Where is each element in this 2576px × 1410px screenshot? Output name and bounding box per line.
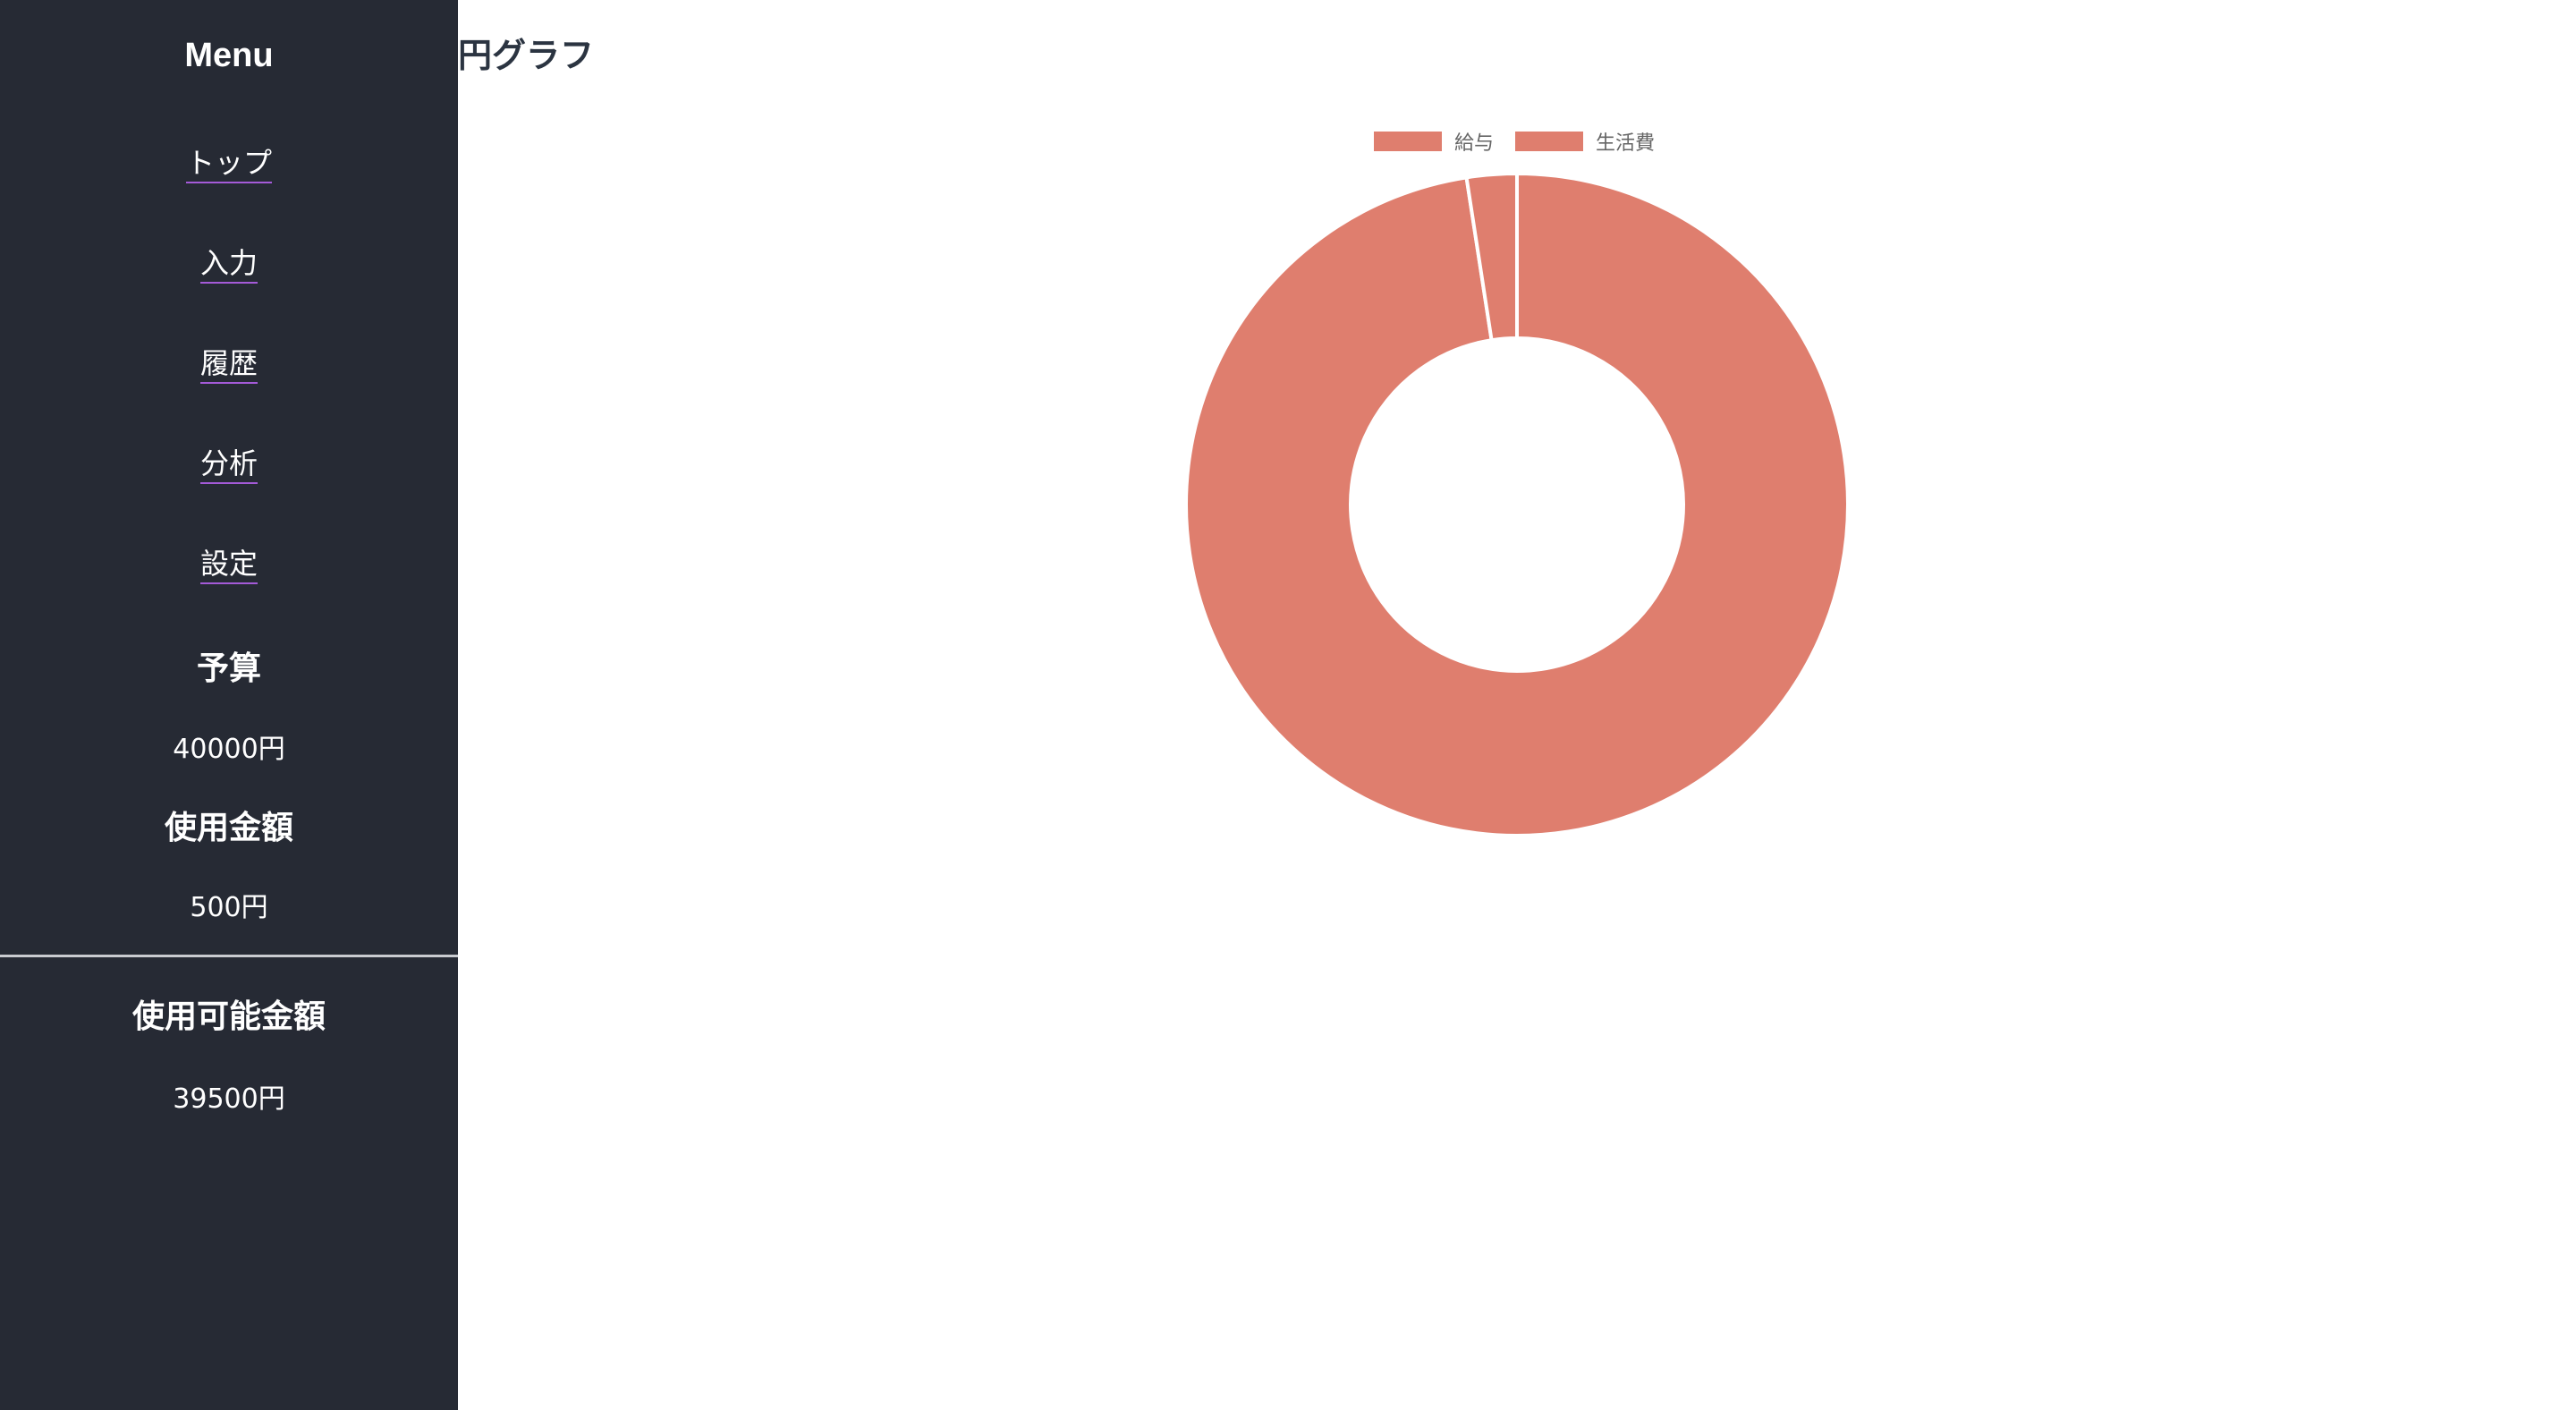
nav-item-input[interactable]: 入力 <box>0 236 458 290</box>
nav-item-label: トップ <box>185 146 272 183</box>
legend-label: 生活費 <box>1596 132 1656 155</box>
budget-value: 40000円 <box>173 734 285 765</box>
legend-item[interactable]: 給与 <box>1374 127 1494 156</box>
nav-item-analysis[interactable]: 分析 <box>0 437 458 490</box>
nav-item-label: 履歴 <box>199 346 258 384</box>
sidebar-divider <box>0 955 458 957</box>
sidebar: Menu トップ 入力 履歴 分析 設定 予算 40000円 使用金額 500円… <box>0 0 458 1410</box>
available-value: 39500円 <box>173 1083 285 1115</box>
nav-item-history[interactable]: 履歴 <box>0 336 458 390</box>
spent-heading: 使用金額 <box>164 810 293 846</box>
donut-slice-1[interactable] <box>1184 171 1850 837</box>
nav-item-label: 入力 <box>199 246 258 284</box>
page-title: 円グラフ <box>458 36 595 75</box>
available-heading: 使用可能金額 <box>131 998 326 1035</box>
donut-slice-2[interactable] <box>1464 171 1519 343</box>
legend-item[interactable]: 生活費 <box>1515 127 1655 156</box>
spent-value: 500円 <box>190 892 268 923</box>
nav-item-top[interactable]: トップ <box>0 136 458 190</box>
nav-item-settings[interactable]: 設定 <box>0 537 458 590</box>
sidebar-title: Menu <box>184 37 274 74</box>
legend-label: 給与 <box>1454 132 1495 155</box>
nav-item-label: 分析 <box>199 446 258 484</box>
legend-swatch <box>1374 132 1442 151</box>
chart-legend: 給与 生活費 <box>1374 127 1655 156</box>
legend-swatch <box>1515 132 1584 151</box>
donut-chart <box>1184 171 1850 837</box>
nav-item-label: 設定 <box>199 547 258 584</box>
budget-heading: 予算 <box>196 650 261 687</box>
